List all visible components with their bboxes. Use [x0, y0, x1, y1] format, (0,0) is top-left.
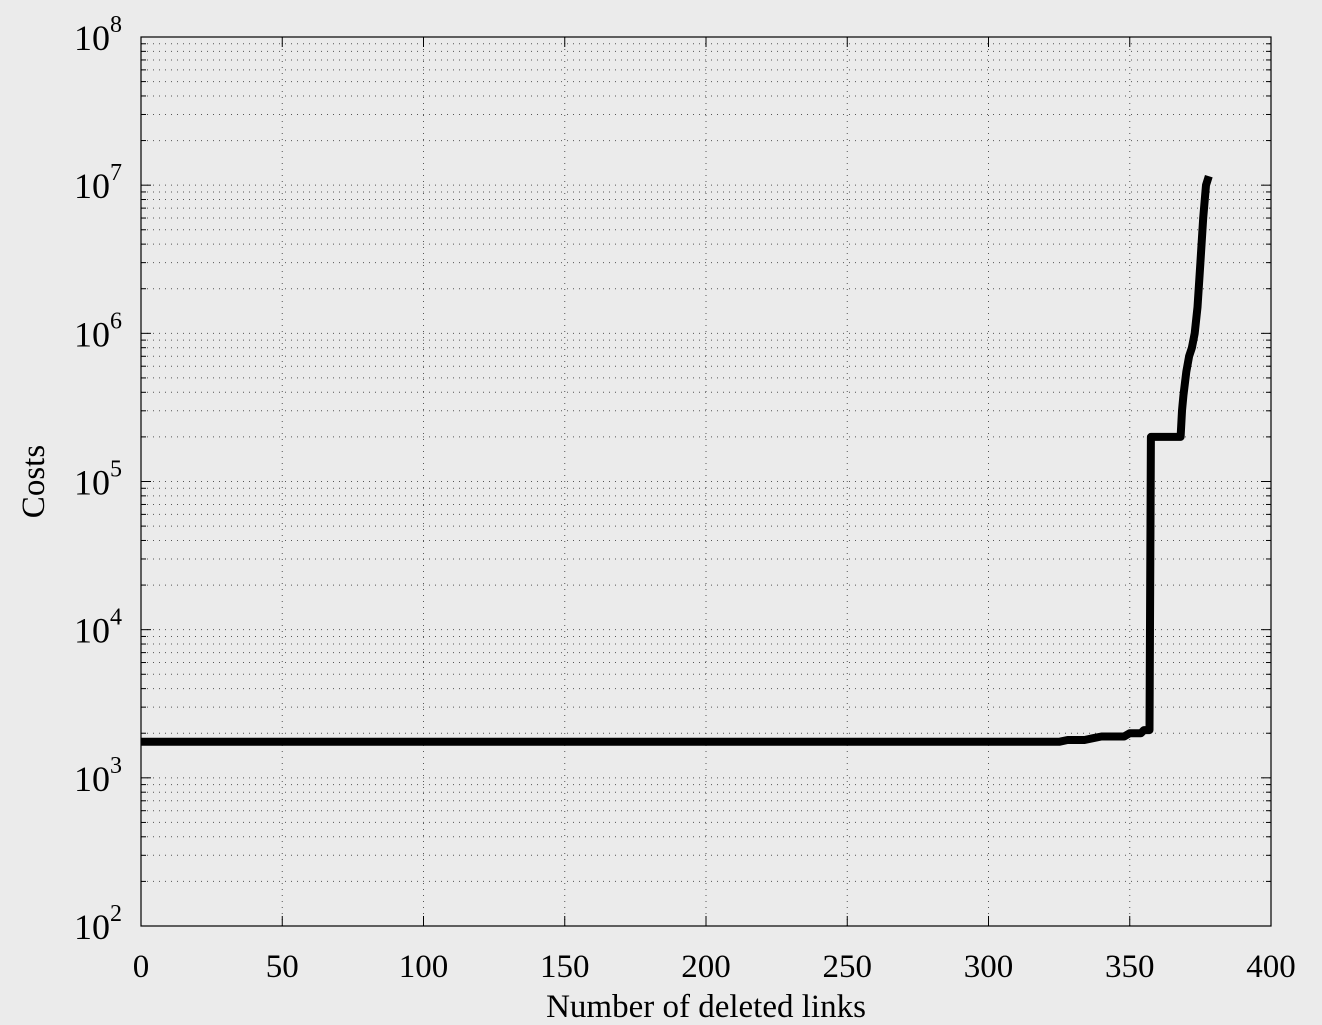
series-layer	[141, 175, 1213, 746]
y-tick-label: 105	[74, 457, 122, 503]
series-line-0	[141, 175, 1213, 746]
x-tick-label: 50	[266, 949, 299, 985]
y-tick-labels: 102 103 104 105 106 107 108	[74, 12, 122, 947]
x-axis-label: Number of deleted links	[546, 989, 866, 1025]
x-tick-labels: 0 50 100 150 200 250 300 350 400	[133, 949, 1296, 985]
grid-lines	[140, 37, 1272, 927]
y-tick-label: 103	[74, 753, 122, 799]
x-tick-label: 350	[1105, 949, 1155, 985]
y-axis-label: Costs	[16, 445, 52, 518]
y-tick-label: 104	[74, 605, 122, 651]
x-tick-label: 300	[964, 949, 1014, 985]
x-tick-label: 250	[823, 949, 873, 985]
y-tick-label: 107	[74, 160, 122, 206]
x-tick-label: 100	[399, 949, 449, 985]
x-tick-label: 200	[681, 949, 731, 985]
x-tick-label: 0	[133, 949, 150, 985]
x-tick-label: 400	[1246, 949, 1296, 985]
axis-ticks	[140, 36, 1272, 927]
y-tick-label: 102	[74, 901, 122, 947]
y-tick-label: 108	[74, 12, 122, 58]
y-tick-label: 106	[74, 308, 122, 354]
x-tick-label: 150	[540, 949, 590, 985]
